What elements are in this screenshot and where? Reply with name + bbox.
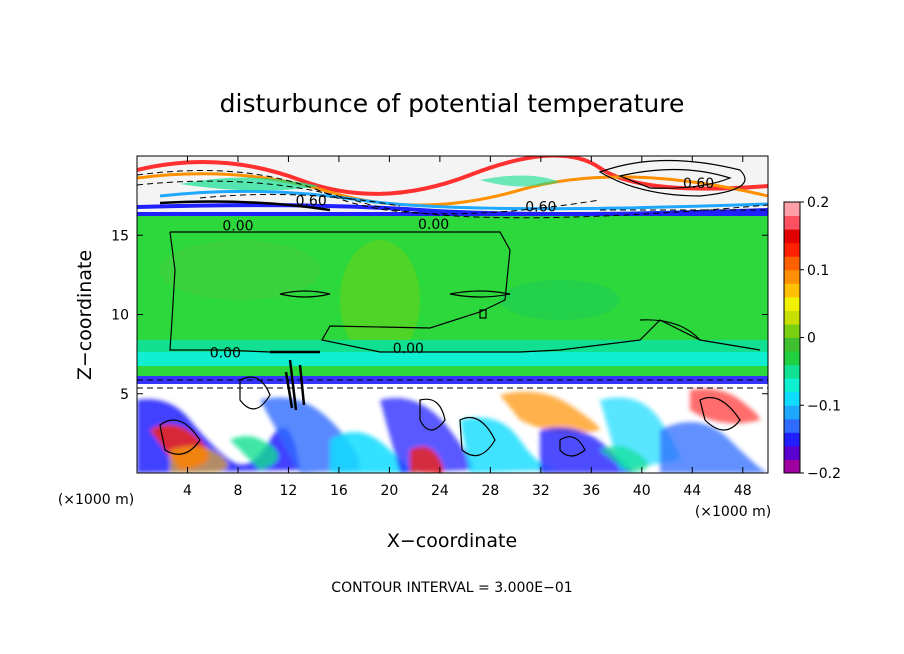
x-tick-label: 48 [734,483,752,499]
colorbar-tick-label: −0.2 [807,466,841,482]
colorbar-tick-label: 0 [807,331,816,347]
colorbar-swatch [784,364,800,379]
x-tick-label: 16 [330,483,348,499]
y-tick-label: 15 [111,228,129,244]
colorbar-swatch [784,202,800,217]
colorbar-swatch [784,405,800,420]
x-tick-label: 12 [280,483,298,499]
y-tick-label: 5 [120,387,129,403]
x-tick-label: 36 [582,483,600,499]
colorbar-swatch [784,432,800,447]
y-tick-label: 10 [111,308,129,324]
x-axis: 4 8 12 16 20 24 28 32 36 40 44 48 [183,156,752,499]
y-axis: 5 10 15 [111,228,768,403]
colorbar-tick-label: 0.2 [807,195,829,211]
x-tick-label: 4 [183,483,192,499]
contour-label: 0.60 [296,193,327,209]
colorbar-swatch [784,256,800,271]
contour-label: 0.00 [393,341,424,357]
colorbar-swatch [784,296,800,311]
colorbar-tick-label: −0.1 [807,398,841,414]
plot-area [137,156,768,473]
chart-title: disturbunce of potential temperature [220,89,685,118]
contour-label: 0.60 [683,176,714,192]
contour-label: 0.60 [525,200,556,216]
colorbar-swatch [784,459,800,474]
colorbar-swatch [784,378,800,393]
contour-interval-note: CONTOUR INTERVAL = 3.000E−01 [331,580,572,596]
colorbar-swatch [784,418,800,433]
x-axis-title: X−coordinate [387,530,517,552]
colorbar-swatch [784,391,800,406]
x-tick-label: 20 [380,483,398,499]
y-axis-title: Z−coordinate [74,250,96,380]
contour-label: 0.00 [210,346,241,362]
x-tick-label: 8 [233,483,242,499]
contour-label: 0.00 [418,217,449,233]
contour-label: 0.00 [222,219,253,235]
x-unit-label-left: (×1000 m) [58,492,134,508]
colorbar: 0.2 0.1 0 −0.1 −0.2 [783,195,841,482]
colorbar-swatch [784,445,800,460]
x-unit-label-right: (×1000 m) [695,504,771,520]
colorbar-swatch [784,215,800,230]
colorbar-swatch [784,351,800,366]
colorbar-swatch [784,269,800,284]
colorbar-swatch [784,337,800,352]
colorbar-swatch [784,229,800,244]
colorbar-swatch [784,242,800,257]
colorbar-swatch [784,310,800,325]
x-tick-label: 24 [431,483,449,499]
contour-labels: 0.60 0.60 0.60 0.00 0.00 0.00 0.00 [210,176,714,362]
colorbar-swatch [784,283,800,298]
colorbar-tick-label: 0.1 [807,263,829,279]
x-tick-label: 28 [481,483,499,499]
x-tick-label: 40 [633,483,651,499]
x-tick-label: 32 [532,483,550,499]
colorbar-swatch [784,323,800,338]
x-tick-label: 44 [683,483,701,499]
